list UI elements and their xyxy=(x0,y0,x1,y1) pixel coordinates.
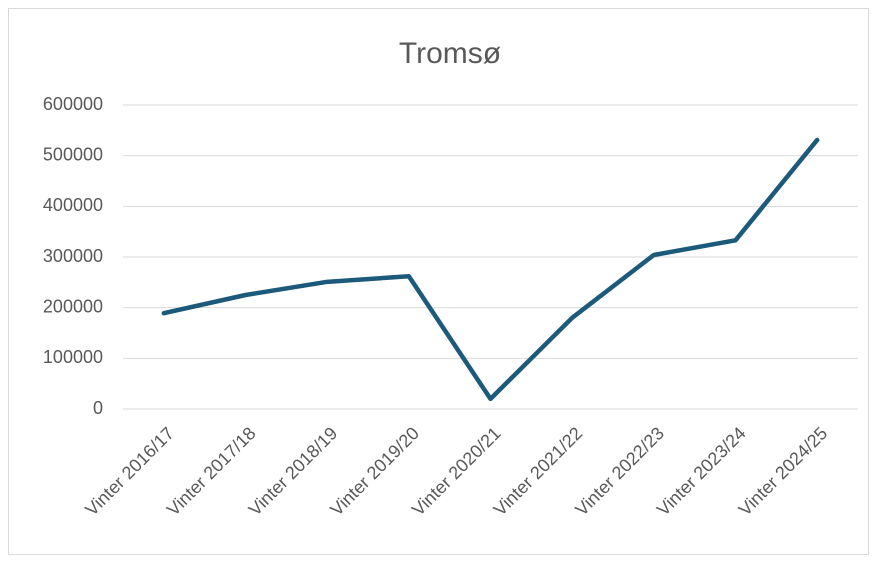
chart-title: Tromsø xyxy=(399,37,501,70)
y-tick-label: 300000 xyxy=(43,246,103,266)
y-tick-label: 0 xyxy=(93,398,103,418)
y-tick-label: 400000 xyxy=(43,195,103,215)
chart-frame xyxy=(8,8,869,555)
y-tick-label: 200000 xyxy=(43,296,103,316)
line-series xyxy=(161,137,820,402)
y-tick-label: 500000 xyxy=(43,144,103,164)
y-tick-label: 100000 xyxy=(43,347,103,367)
y-tick-label: 600000 xyxy=(43,94,103,114)
